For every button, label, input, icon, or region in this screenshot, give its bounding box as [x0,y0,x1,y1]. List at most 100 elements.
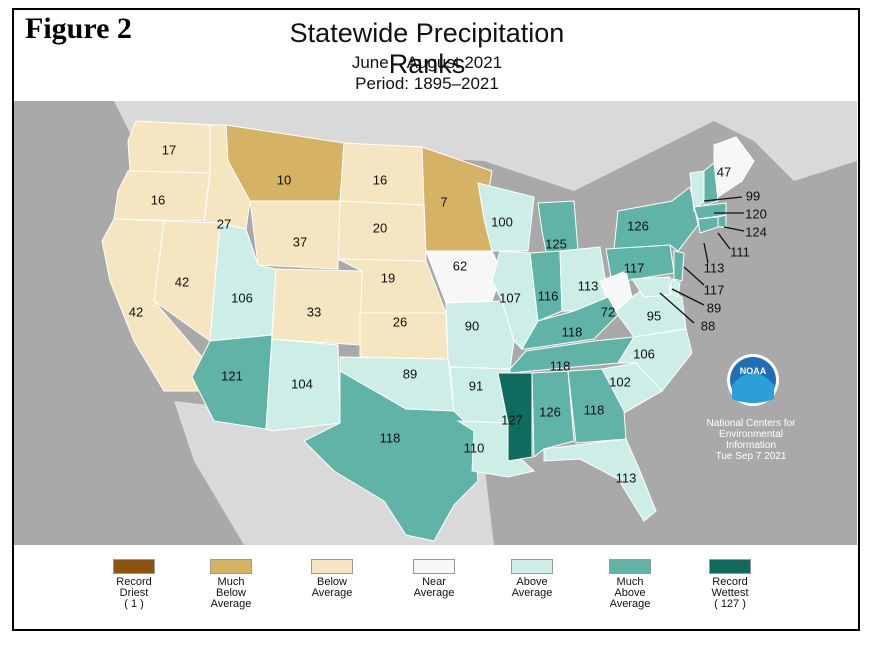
rank-label-wv: 72 [601,304,615,319]
rank-label-az: 121 [221,368,243,383]
rank-label-tx: 118 [380,430,401,445]
rank-label-me: 47 [717,164,731,179]
rank-label-va: 95 [647,308,661,323]
rank-label-ky: 118 [562,324,583,339]
rank-label-al: 126 [539,404,561,419]
rank-label-wi: 100 [491,214,513,229]
state-nh [703,162,719,206]
rank-label-sc: 102 [609,374,631,389]
state-nm [265,338,341,432]
state-nj [673,250,685,282]
state-ct [697,216,719,234]
leader-line-md [659,292,695,324]
noaa-logo: NOAA [727,354,779,406]
us-state-map: 17 16 27 10 16 7 20 37 19 62 100 125 126 47 42 42 106 33 2… [14,101,857,545]
legend-label: Record Wettest( 127 ) [711,576,749,610]
rank-label-wa: 17 [162,142,176,157]
figure-label: Figure 2 [25,12,132,45]
rank-label-ca: 42 [129,304,143,319]
rank-label-co: 33 [307,304,321,319]
legend-label: Much Above Average [609,576,651,610]
state-md [631,276,671,298]
leader-line-ma [723,226,745,232]
rank-label-ms: 127 [501,412,523,427]
legend-item-below: Below Average [292,559,372,599]
legend: Record Driest( 1 ) Much Below Average Below Av… [14,545,857,623]
rank-label-de: 89 [707,300,721,315]
legend-item-much-below: Much Below Average [191,559,271,610]
rank-label-tn: 118 [550,358,571,373]
legend-item-much-above: Much Above Average [590,559,670,610]
rank-label-ne: 19 [381,270,395,285]
legend-swatch [609,559,651,574]
state-ms [497,372,533,462]
legend-label: Record Driest( 1 ) [116,576,152,610]
attribution-line-3: Information [725,440,777,451]
rank-label-md: 88 [701,318,715,333]
state-mo [445,300,515,370]
legend-item-record-driest: Record Driest( 1 ) [94,559,174,610]
rank-label-ma: 124 [745,224,767,239]
map-subtitle-dates: June – August 2021 [351,53,503,72]
rank-label-nc: 106 [633,346,655,361]
legend-item-above: Above Average [492,559,572,599]
rank-label-pa: 117 [624,260,645,275]
rank-label-ok: 89 [403,366,417,381]
rank-label-nm: 104 [291,376,313,391]
state-tx [303,370,479,542]
attribution-line-2: Environmental [719,429,783,440]
rank-label-wy: 37 [293,234,307,249]
rank-label-mi: 125 [545,236,567,251]
state-ri [717,214,727,228]
legend-swatch [511,559,553,574]
map-title: Statewide Precipitation Ranks [289,18,565,79]
rank-label-mt: 10 [277,172,291,187]
legend-label: Above Average [511,576,553,599]
rank-label-or: 16 [151,192,165,207]
state-or [113,170,211,222]
noaa-logo-text: NOAA [740,366,767,376]
legend-swatch [413,559,455,574]
rank-label-ri: 111 [730,244,750,259]
leader-line-ct [703,242,709,264]
state-wy [249,200,341,270]
canada-land [14,101,857,191]
legend-swatch [113,559,155,574]
rank-label-mn: 7 [440,194,447,209]
rank-label-vt: 99 [746,188,760,203]
rank-label-il: 107 [499,290,521,305]
rank-label-ny: 126 [627,218,649,233]
leader-line-nj [683,266,705,286]
rank-label-nj: 117 [704,282,725,297]
rank-label-nh: 120 [745,206,767,221]
rank-label-nv: 42 [175,274,189,289]
rank-label-mo: 90 [465,318,479,333]
leader-line-ri [717,232,731,250]
legend-label: Much Below Average [210,576,252,610]
state-ky [521,296,619,350]
ncei-attribution: National Centers for Environmental Infor… [686,418,816,462]
attribution-line-1: National Centers for [706,418,796,429]
rank-label-ia: 62 [453,258,467,273]
rank-label-la: 110 [464,440,485,455]
state-de [669,278,681,298]
leader-line-de [671,288,705,306]
state-wi [477,182,535,252]
rank-label-sd: 20 [373,220,387,235]
legend-label: Near Average [413,576,455,599]
state-ca [101,218,215,392]
legend-label: Below Average [311,576,353,599]
state-az [191,334,273,430]
rank-label-in: 116 [538,288,559,303]
rank-label-id: 27 [217,216,231,231]
rank-label-ks: 26 [393,314,407,329]
state-fl [543,438,657,522]
rank-label-oh: 113 [578,278,599,293]
legend-item-near: Near Average [394,559,474,599]
legend-item-record-wettest: Record Wettest( 127 ) [690,559,770,610]
rank-label-ar: 91 [469,378,483,393]
state-al [531,370,575,459]
rank-label-fl: 113 [616,470,637,485]
rank-label-ct: 113 [704,260,725,275]
rank-label-nd: 16 [373,172,387,187]
